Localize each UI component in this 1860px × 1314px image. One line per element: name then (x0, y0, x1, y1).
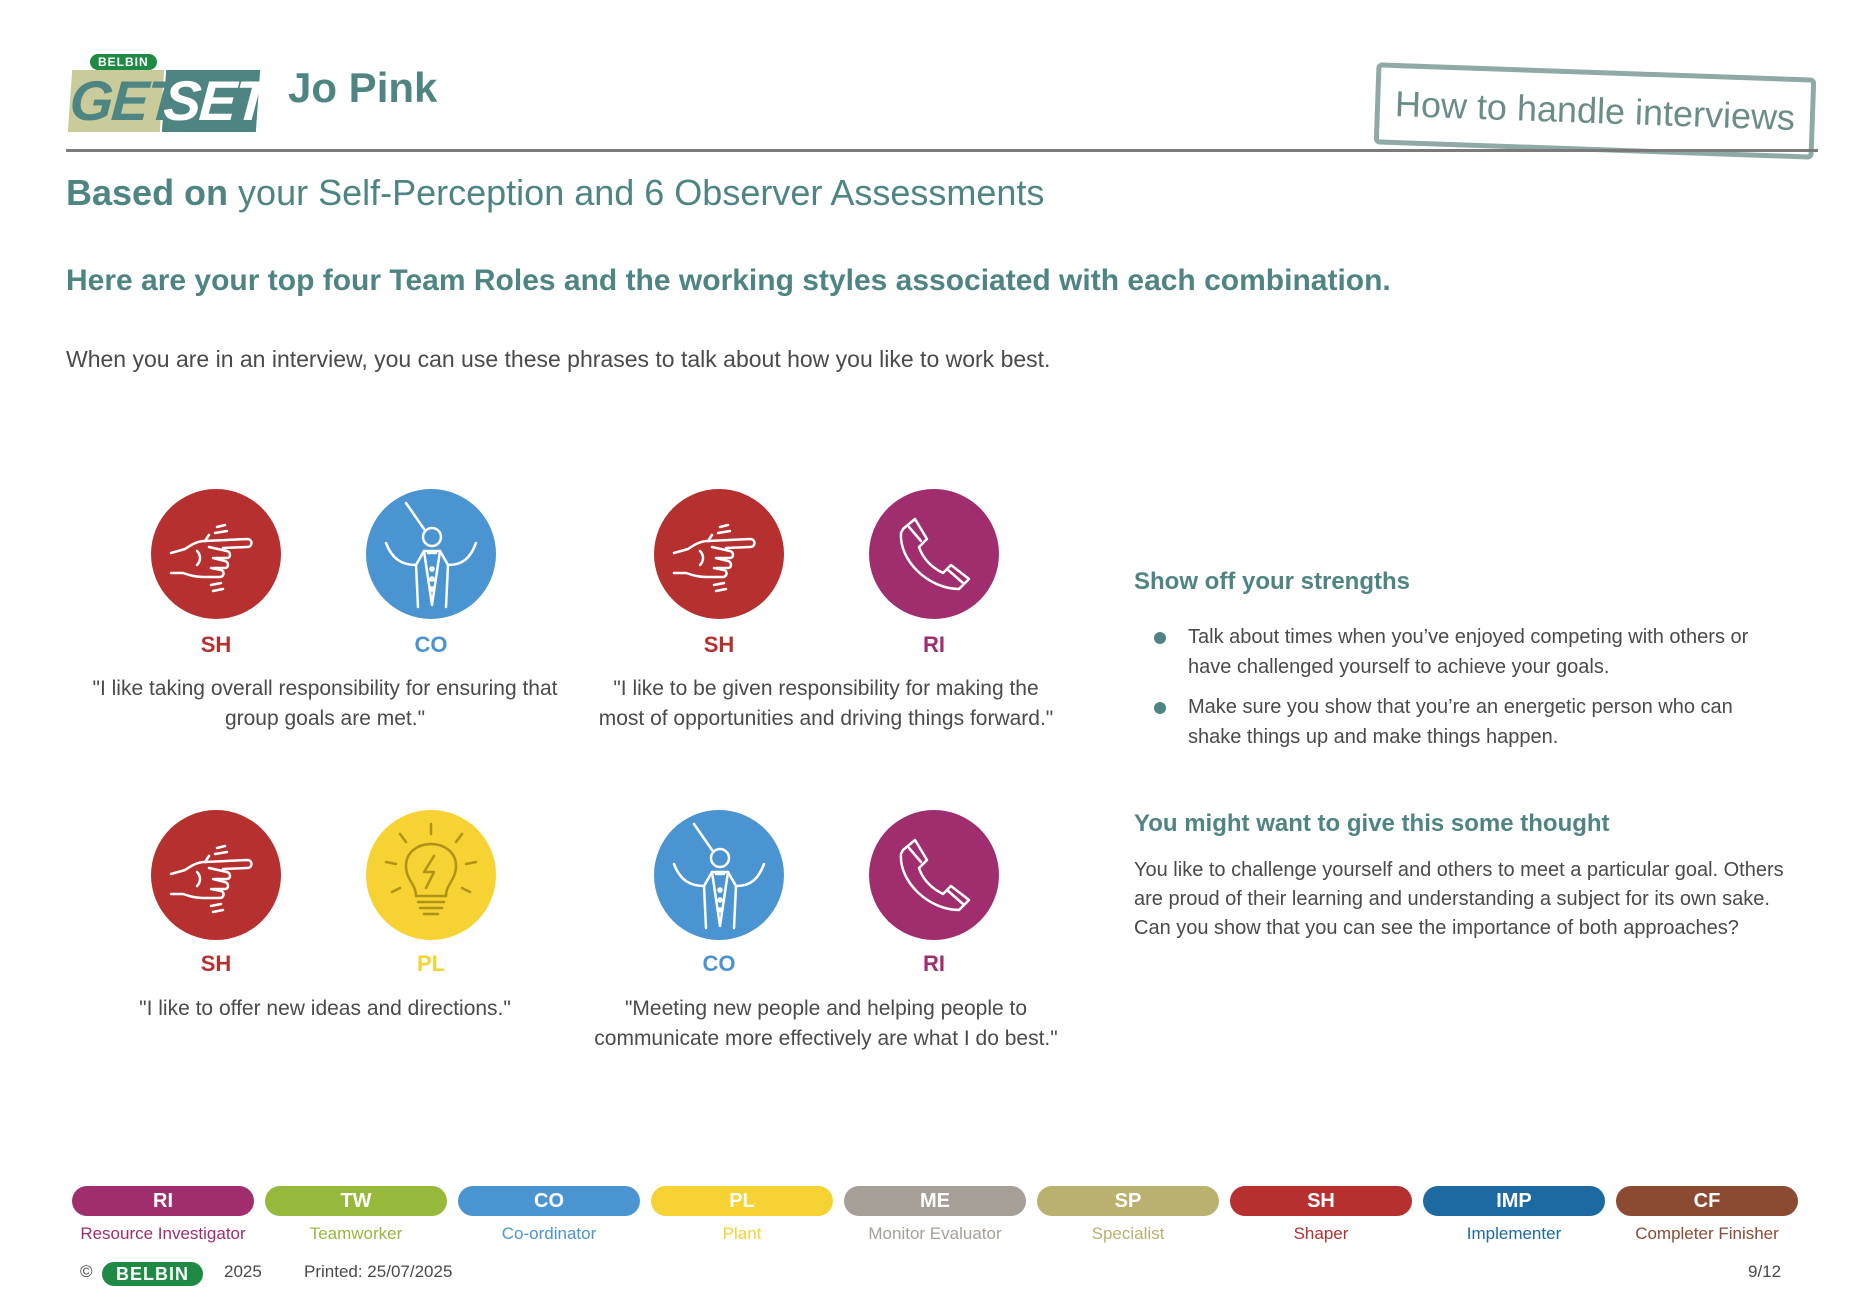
lightbulb-icon (366, 810, 496, 940)
legend-pill: TW (265, 1186, 447, 1216)
copyright-year: 2025 (224, 1262, 262, 1281)
section-stamp: How to handle interviews (1373, 62, 1817, 160)
legend-item-cf: CF Completer Finisher (1616, 1186, 1798, 1244)
thought-text: You like to challenge yourself and other… (1134, 859, 1784, 939)
legend-pill: CO (458, 1186, 640, 1216)
subtitle-bold: Based on (66, 172, 229, 213)
legend-pill: ME (844, 1186, 1026, 1216)
intro-text: When you are in an interview, you can us… (66, 346, 1051, 372)
legend-pill: SH (1230, 1186, 1412, 1216)
legend-label: Specialist (1091, 1224, 1165, 1243)
printed-date: Printed: 25/07/2025 (304, 1262, 453, 1281)
combination-quote: "Meeting new people and helping people t… (594, 997, 1058, 1050)
legend-label: Monitor Evaluator (868, 1224, 1002, 1243)
role-code-co: CO (414, 632, 448, 657)
bullet-icon (1154, 632, 1166, 644)
role-code-sh: SH (200, 632, 232, 657)
legend-label: Resource Investigator (80, 1224, 246, 1243)
legend-item-ri: RI Resource Investigator (72, 1186, 254, 1244)
legend-label: Completer Finisher (1635, 1224, 1779, 1243)
legend-item-sp: SP Specialist (1037, 1186, 1219, 1244)
legend-item-tw: TW Teamworker (265, 1186, 447, 1244)
legend-label: Co-ordinator (501, 1224, 597, 1243)
combination-quote: "I like to offer new ideas and direction… (139, 997, 511, 1020)
strength-text: Talk about times when you’ve enjoyed com… (1188, 626, 1749, 678)
logo-set: SET (161, 69, 270, 132)
bullet-icon (1154, 702, 1166, 714)
strength-text: Make sure you show that you’re an energe… (1188, 696, 1733, 748)
telephone-icon (869, 810, 999, 940)
legend-pill: RI (72, 1186, 254, 1216)
role-code-sh: SH (200, 951, 232, 976)
legend-pill: CF (1616, 1186, 1798, 1216)
legend-pill: SP (1037, 1186, 1219, 1216)
combination-quote: "I like taking overall responsibility fo… (92, 677, 558, 730)
legend-item-pl: PL Plant (651, 1186, 833, 1244)
legend-label: Implementer (1466, 1224, 1562, 1243)
person-name: Jo Pink (288, 64, 438, 111)
role-code-co: CO (702, 951, 736, 976)
legend-pill: PL (651, 1186, 833, 1216)
list-item: Make sure you show that you’re an energe… (1138, 692, 1788, 752)
legend-label: Teamworker (309, 1224, 403, 1243)
pointing-hand-icon (151, 489, 281, 619)
strengths-list: Talk about times when you’ve enjoyed com… (1138, 622, 1788, 762)
pointing-hand-icon (654, 489, 784, 619)
combination-quote: "I like to be given responsibility for m… (598, 677, 1054, 730)
header-divider (66, 149, 1818, 152)
legend-pill: IMP (1423, 1186, 1605, 1216)
getset-logo: BELBIN GET SET (67, 54, 270, 134)
legend-item-me: ME Monitor Evaluator (844, 1186, 1026, 1244)
legend-label: Shaper (1293, 1224, 1349, 1243)
thought-title: You might want to give this some thought (1134, 810, 1610, 837)
legend-item-co: CO Co-ordinator (458, 1186, 640, 1244)
list-item: Talk about times when you’ve enjoyed com… (1138, 622, 1788, 682)
role-code-ri: RI (923, 632, 945, 657)
page-subtitle: Based on your Self-Perception and 6 Obse… (66, 172, 1044, 214)
belbin-footer-logo: BELBIN (102, 1262, 203, 1286)
role-code-sh: SH (703, 632, 735, 657)
page-number: 9/12 (1748, 1262, 1782, 1281)
legend-item-sh: SH Shaper (1230, 1186, 1412, 1244)
logo-get: GET (67, 69, 182, 132)
copyright-symbol: © (80, 1262, 93, 1281)
strengths-title: Show off your strengths (1134, 568, 1410, 595)
legend-label: Plant (722, 1224, 762, 1243)
telephone-icon (869, 489, 999, 619)
role-code-ri: RI (923, 951, 945, 976)
subtitle-rest: your Self-Perception and 6 Observer Asse… (228, 172, 1045, 213)
legend-item-imp: IMP Implementer (1423, 1186, 1605, 1244)
belbin-badge: BELBIN (90, 54, 157, 70)
section-heading: Here are your top four Team Roles and th… (66, 264, 1391, 297)
conductor-icon (654, 810, 784, 940)
conductor-icon (366, 489, 496, 619)
pointing-hand-icon (151, 810, 281, 940)
role-code-pl: PL (416, 951, 446, 976)
